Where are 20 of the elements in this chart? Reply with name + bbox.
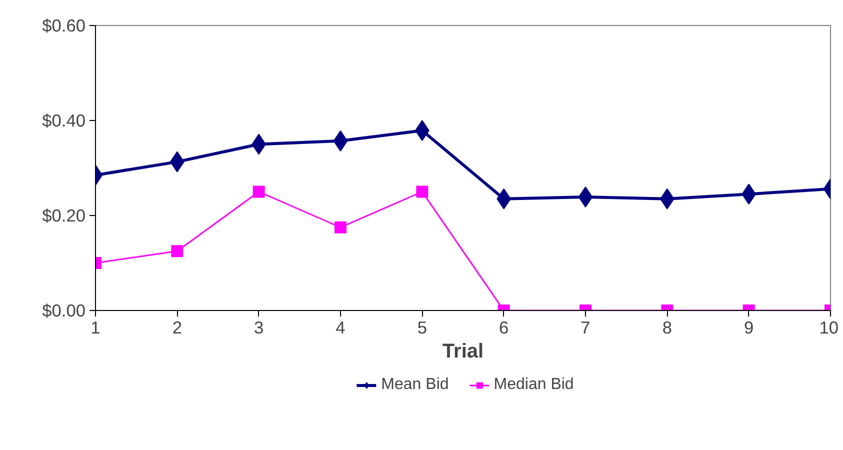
point [334,221,346,234]
y-tick-label: $0.60 [42,16,86,36]
y-tick-label: $0.00 [42,300,86,320]
x-tick-label: 6 [499,318,509,338]
x-tick-label: 1 [90,318,100,338]
x-tick-label: 10 [819,318,839,338]
legend-label: Mean Bid [381,376,449,394]
x-tick-label: 7 [580,318,590,338]
x-tick-label: 4 [336,318,346,338]
x-tick-label: 2 [172,318,182,338]
point [416,186,428,198]
point [252,186,265,198]
x-axis-title: Trial [442,340,484,362]
x-tick-label: 5 [417,318,427,338]
x-tick-label: 3 [254,318,264,338]
y-tick-label: $0.40 [42,110,86,130]
legend-label: Median Bid [494,376,574,394]
x-tick-label: 9 [744,318,754,338]
y-tick-label: $0.20 [42,206,86,226]
x-tick-label: 8 [662,318,672,338]
